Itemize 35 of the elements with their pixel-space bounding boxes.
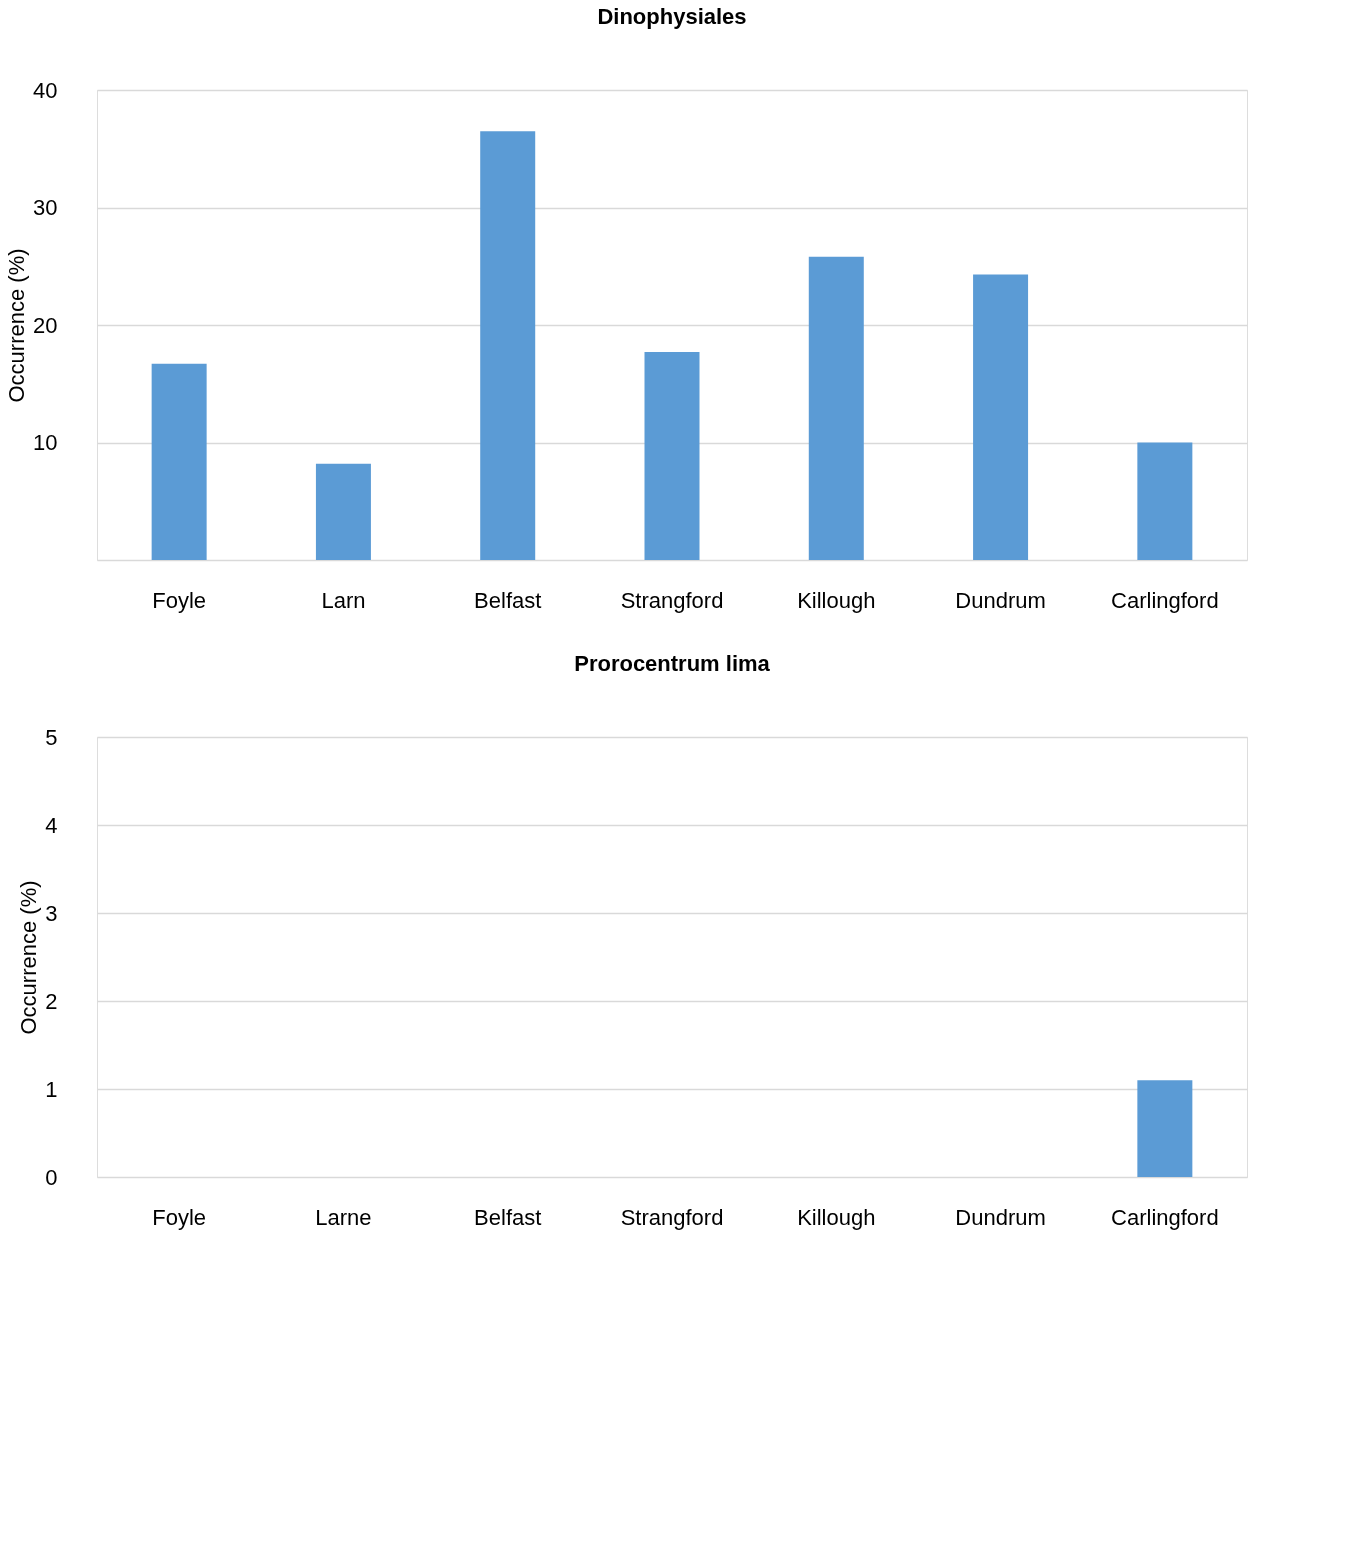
- x-tick-label: Killough: [797, 1204, 876, 1230]
- y-axis-title: Occurrence (%): [4, 248, 30, 403]
- x-tick-label: Larne: [315, 1204, 372, 1230]
- bar: [315, 463, 371, 560]
- chart-title: Dinophysiales: [597, 4, 747, 29]
- bar: [973, 274, 1029, 560]
- y-tick-label: 4: [45, 812, 58, 838]
- bar: [151, 363, 207, 560]
- x-tick-label: Carlingford: [1111, 1204, 1219, 1230]
- y-tick-label: 2: [45, 988, 58, 1014]
- x-tick-label: Belfast: [474, 1204, 542, 1230]
- x-tick-label: Belfast: [474, 587, 542, 613]
- x-tick-label: Strangford: [620, 1204, 724, 1230]
- x-tick-label: Killough: [797, 587, 876, 613]
- y-tick-label: 20: [33, 312, 58, 338]
- bar: [480, 131, 536, 560]
- x-tick-label: Dundrum: [955, 587, 1046, 613]
- x-tick-label: Strangford: [620, 587, 724, 613]
- y-tick-label: 40: [33, 77, 58, 103]
- x-tick-label: Larn: [321, 587, 366, 613]
- y-axis-title: Occurrence (%): [16, 880, 42, 1035]
- y-tick-label: 5: [45, 724, 58, 750]
- y-tick-label: 30: [33, 195, 58, 220]
- bar: [1137, 442, 1193, 560]
- y-tick-label: 10: [33, 430, 58, 455]
- x-tick-label: Dundrum: [955, 1204, 1046, 1230]
- y-tick-label: 1: [45, 1076, 58, 1102]
- x-tick-label: Foyle: [152, 1204, 207, 1230]
- y-tick-label: 0: [45, 1164, 58, 1190]
- bar: [808, 256, 864, 560]
- chart-title: Prorocentrum lima: [574, 651, 771, 676]
- x-tick-label: Foyle: [152, 587, 207, 613]
- x-tick-label: Carlingford: [1111, 587, 1219, 613]
- bar: [644, 352, 700, 560]
- y-tick-label: 3: [45, 900, 58, 926]
